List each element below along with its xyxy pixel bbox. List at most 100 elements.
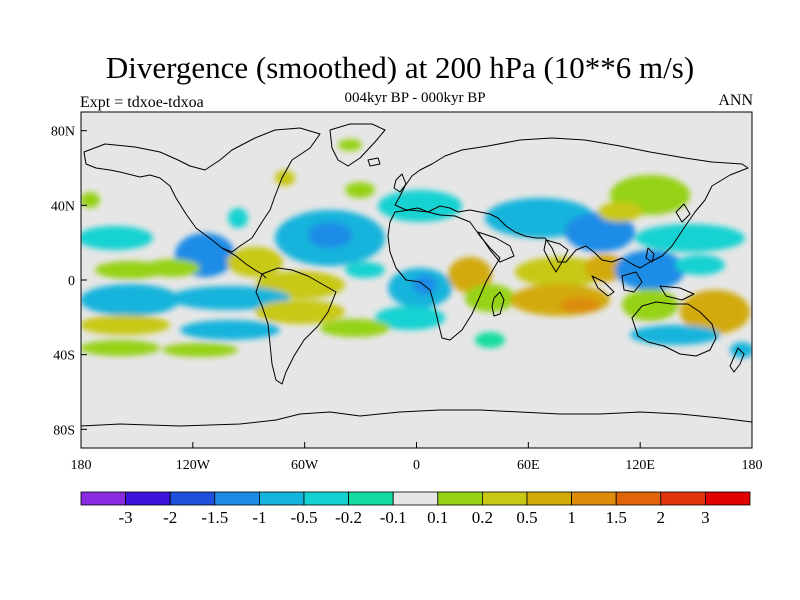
field-patch [378,190,462,222]
colorbar-swatch [571,491,617,506]
field-patch [180,320,280,340]
colorbar-label: -0.2 [335,508,362,527]
field-patch [630,325,720,345]
field-patch [81,226,153,250]
coastline-antarctica [81,409,752,427]
coastline-new-zealand [729,347,745,373]
lat-tick-label: 40N [51,199,75,214]
lat-ticks: 80N 40N 0 40S 80S [51,125,87,438]
field-patch [475,332,505,348]
field-patch [465,284,515,312]
colorbar-swatch [303,491,349,506]
colorbar-swatch [437,491,483,506]
coastline-new-guinea [659,285,695,301]
field-patch [338,139,362,151]
field-patch [227,247,283,277]
map-panel: 180 120W 60W 0 60E 120E 180 80N 40N 0 40S 80S [51,111,763,473]
colorbar-swatch [214,491,260,506]
field-patch [81,192,100,208]
field-patch [255,300,345,324]
colorbar-swatch [705,491,751,506]
colorbar-swatch [258,491,305,506]
lat-tick-label: 0 [68,274,75,289]
field-patch [515,257,605,287]
field-patch [598,202,642,222]
colorbar: -3 -2 -1.5 -1 -0.5 -0.2 -0.1 0.1 0.2 0.5 1 1.5 2 3 [80,491,751,527]
colorbar-label: -0.5 [291,508,318,527]
coastline-sumatra [591,275,615,297]
divergence-field [81,139,752,358]
coastline-iceland [367,157,381,167]
field-patch [320,319,390,337]
coastline-arabia [477,231,515,263]
colorbar-swatch [169,491,216,506]
coastline-india [543,239,569,273]
colorbar-label: 2 [657,508,666,527]
field-patch [170,286,290,310]
field-patch [375,306,445,330]
lon-tick-label: 180 [742,458,763,473]
lon-ticks: 180 120W 60W 0 60E 120E 180 [71,442,763,473]
colorbar-label: -2 [163,508,177,527]
map-title: Divergence (smoothed) at 200 hPa (10**6 … [105,50,695,85]
lat-tick-label: 80N [51,125,75,140]
colorbar-swatch [80,491,126,506]
lon-tick-label: 180 [71,458,92,473]
coastline-central-america [221,247,267,279]
coastline-britain [393,173,407,193]
colorbar-label: 0.2 [472,508,493,527]
field-patch [228,208,248,228]
field-patch [345,262,385,278]
lon-tick-label: 120W [176,458,211,473]
field-patch [345,182,375,198]
coastline-eurasia [394,137,749,269]
coastline-borneo [621,271,643,293]
colorbar-label: 3 [701,508,710,527]
colorbar-label: 1 [567,508,576,527]
field-patch [615,250,685,290]
coastline-africa [387,209,501,341]
field-patch [730,342,752,358]
field-patch [560,297,600,313]
colorbar-label: 0.1 [427,508,448,527]
colorbar-swatch [660,491,706,506]
colorbar-label: -1.5 [201,508,228,527]
colorbar-swatch [615,491,662,506]
coastline-japan [675,203,691,223]
lat-tick-label: 80S [53,423,75,438]
field-patch [635,224,745,252]
coastline-philippines [645,247,655,263]
coastlines [81,123,752,427]
colorbar-label: -1 [252,508,266,527]
colorbar-swatch [348,491,394,506]
season-label: ANN [718,92,753,109]
coastline-north-america [83,127,321,253]
field-patch [675,255,725,275]
field-patch [308,222,352,248]
lat-tick-label: 40S [53,349,75,364]
lon-tick-label: 0 [413,458,420,473]
colorbar-swatch [392,491,439,506]
colorbar-label: 0.5 [516,508,537,527]
lon-tick-label: 60E [517,458,540,473]
coastline-madagascar [491,291,505,317]
field-patch [680,290,750,334]
field-patch [448,257,492,293]
map-subtitle: 004kyr BP - 000kyr BP [344,90,486,106]
colorbar-swatch [125,491,171,506]
coastline-australia [631,301,717,357]
field-patch [81,315,170,335]
experiment-label: Expt = tdxoe-tdxoa [80,94,204,111]
field-patch [162,343,238,357]
field-patch [95,261,165,279]
colorbar-label: 1.5 [606,508,627,527]
field-patch [565,212,635,252]
colorbar-swatch [526,491,572,506]
field-patch [81,340,160,356]
field-patch [413,275,437,295]
colorbar-swatch [481,491,528,506]
coastline-south-america [255,267,337,385]
lon-tick-label: 120E [625,458,655,473]
field-patch [81,284,180,316]
